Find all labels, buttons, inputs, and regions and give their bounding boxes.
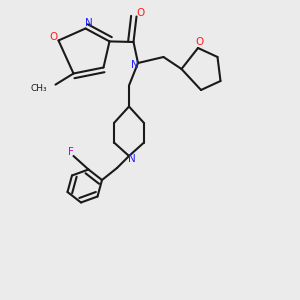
- Text: O: O: [195, 37, 204, 47]
- Text: O: O: [50, 32, 58, 42]
- Text: N: N: [131, 59, 139, 70]
- Text: N: N: [128, 154, 135, 164]
- Text: CH₃: CH₃: [31, 84, 47, 93]
- Text: F: F: [68, 147, 74, 158]
- Text: N: N: [85, 18, 92, 28]
- Text: O: O: [136, 8, 144, 19]
